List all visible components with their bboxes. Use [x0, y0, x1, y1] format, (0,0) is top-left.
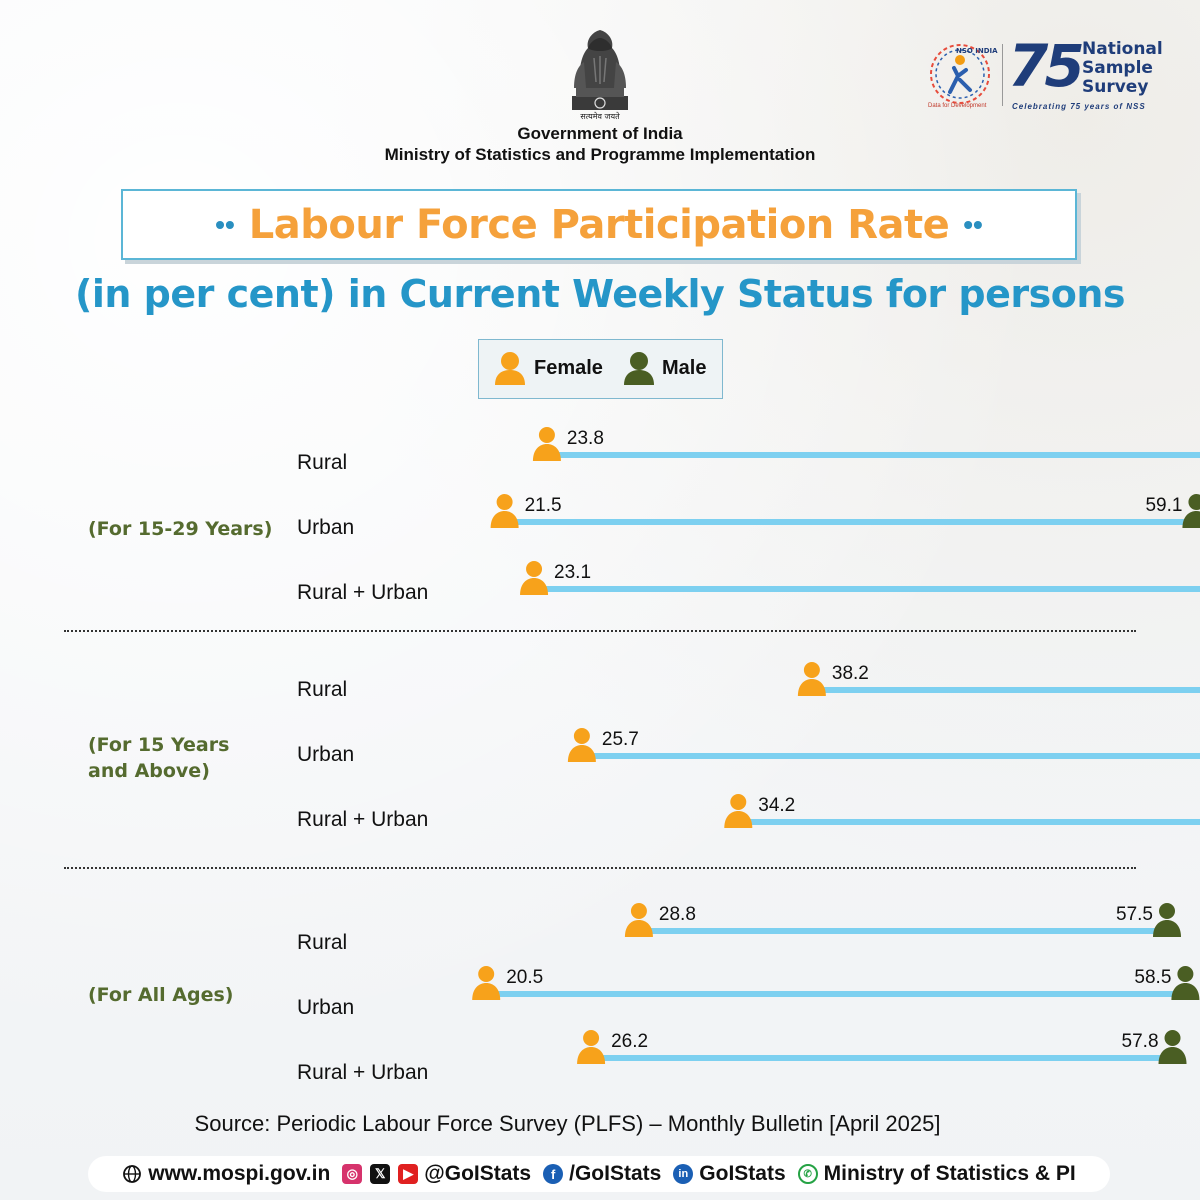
- female-marker-icon: [797, 662, 826, 696]
- linkedin-icon[interactable]: in: [673, 1164, 694, 1184]
- whatsapp-icon[interactable]: ✆: [797, 1164, 818, 1184]
- male-value-label: 57.5: [1116, 904, 1153, 925]
- category-label: Urban: [297, 996, 355, 1019]
- facebook-icon[interactable]: f: [543, 1164, 564, 1184]
- female-marker-icon: [624, 903, 653, 937]
- male-person-icon: [624, 352, 654, 385]
- instagram-icon[interactable]: ◎: [342, 1164, 363, 1184]
- male-value-label: 57.8: [1122, 1031, 1159, 1052]
- emblem-caption: सत्यमेव जयते: [580, 111, 620, 121]
- female-value-label: 34.2: [758, 795, 795, 816]
- national-emblem-icon: सत्यमेव जयते: [572, 30, 628, 121]
- government-title: Government of India: [517, 124, 683, 143]
- female-value-label: 23.8: [567, 428, 604, 449]
- male-marker-icon: [1158, 1030, 1187, 1064]
- nso-tagline: Data for Development: [928, 103, 987, 109]
- title-dots-right: ••: [963, 208, 983, 240]
- male-value-label: 58.5: [1134, 967, 1171, 988]
- category-label: Rural: [297, 678, 348, 701]
- male-marker-icon: [1182, 494, 1200, 528]
- category-label: Urban: [297, 516, 355, 539]
- female-marker-icon: [724, 794, 753, 828]
- category-label: Rural + Urban: [297, 581, 429, 604]
- female-value-label: 20.5: [506, 967, 543, 988]
- globe-icon: [123, 1165, 142, 1183]
- linkedin-handle[interactable]: GoIStats: [699, 1162, 786, 1185]
- nss-75-logo: 75: [1008, 32, 1085, 100]
- youtube-icon[interactable]: ▶: [398, 1164, 419, 1184]
- female-value-label: 25.7: [602, 729, 639, 750]
- female-marker-icon: [567, 728, 596, 762]
- social-handle[interactable]: @GoIStats: [424, 1162, 532, 1185]
- male-marker-icon: [1171, 966, 1200, 1000]
- legend-male: Male: [623, 350, 706, 386]
- category-label: Rural: [297, 931, 348, 954]
- female-value-label: 26.2: [611, 1031, 648, 1052]
- group-separator: [64, 630, 1136, 632]
- title-box: •• Labour Force Participation Rate ••: [121, 189, 1077, 260]
- ministry-title: Ministry of Statistics and Programme Imp…: [384, 145, 816, 164]
- x-twitter-icon[interactable]: 𝕏: [370, 1164, 391, 1184]
- chart-title: Labour Force Participation Rate: [248, 201, 950, 248]
- group-label-all-ages: (For All Ages): [88, 984, 234, 1006]
- category-label: Rural + Urban: [297, 1061, 429, 1084]
- whatsapp-channel[interactable]: Ministry of Statistics & PI: [823, 1162, 1076, 1185]
- female-marker-icon: [472, 966, 501, 1000]
- male-marker-icon: [1153, 903, 1181, 937]
- group-separator: [64, 867, 1136, 869]
- legend: Female Male: [478, 339, 723, 399]
- group-label-15-29: (For 15-29 Years): [88, 518, 273, 540]
- logo-divider: [1002, 44, 1003, 106]
- female-value-label: 21.5: [525, 495, 562, 516]
- female-person-icon: [495, 352, 525, 385]
- nso-logo-text: NSO INDIA: [956, 47, 998, 55]
- female-value-label: 38.2: [832, 663, 869, 684]
- nso-logo-icon: NSO INDIA: [930, 44, 998, 104]
- source-note: Source: Periodic Labour Force Survey (PL…: [194, 1111, 941, 1136]
- footer-bar: www.mospi.gov.in ◎ 𝕏 ▶ @GoIStats f /GoIS…: [88, 1156, 1110, 1192]
- female-marker-icon: [577, 1030, 606, 1064]
- website-link[interactable]: www.mospi.gov.in: [148, 1162, 331, 1185]
- female-marker-icon: [532, 427, 561, 461]
- legend-male-label: Male: [662, 356, 707, 379]
- category-label: Rural: [297, 451, 348, 474]
- nss-name: National Sample Survey: [1082, 39, 1163, 97]
- facebook-handle[interactable]: /GoIStats: [569, 1162, 662, 1185]
- legend-female-label: Female: [534, 356, 603, 379]
- female-value-label: 28.8: [659, 904, 696, 925]
- group-label-15-above: (For 15 Years and Above): [88, 734, 230, 782]
- female-marker-icon: [520, 561, 549, 595]
- chart-subtitle: (in per cent) in Current Weekly Status f…: [74, 272, 1126, 316]
- title-dots-left: ••: [215, 208, 235, 240]
- legend-female: Female: [493, 350, 603, 386]
- category-label: Rural + Urban: [297, 808, 429, 831]
- nss-tagline: Celebrating 75 years of NSS: [1012, 102, 1146, 111]
- category-label: Urban: [297, 743, 355, 766]
- male-value-label: 59.1: [1145, 495, 1182, 516]
- female-value-label: 23.1: [554, 562, 591, 583]
- female-marker-icon: [490, 494, 519, 528]
